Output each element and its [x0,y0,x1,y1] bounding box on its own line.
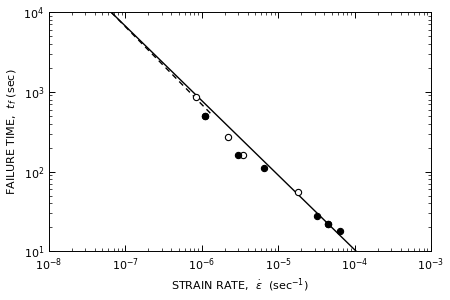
Y-axis label: FAILURE TIME,  $t_f$ (sec): FAILURE TIME, $t_f$ (sec) [5,68,19,195]
X-axis label: STRAIN RATE,  $\dot{\varepsilon}$  (sec$^{-1}$): STRAIN RATE, $\dot{\varepsilon}$ (sec$^{… [171,277,309,294]
